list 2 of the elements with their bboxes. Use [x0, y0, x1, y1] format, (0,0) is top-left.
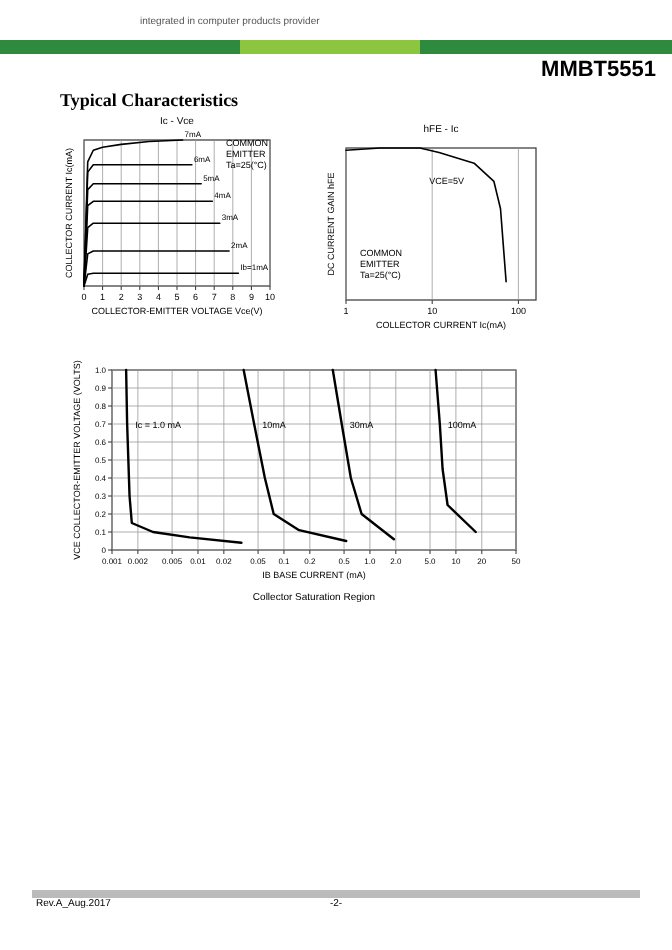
text: Typical Characteristics [60, 90, 240, 110]
text: MMBT5551 [541, 58, 656, 82]
